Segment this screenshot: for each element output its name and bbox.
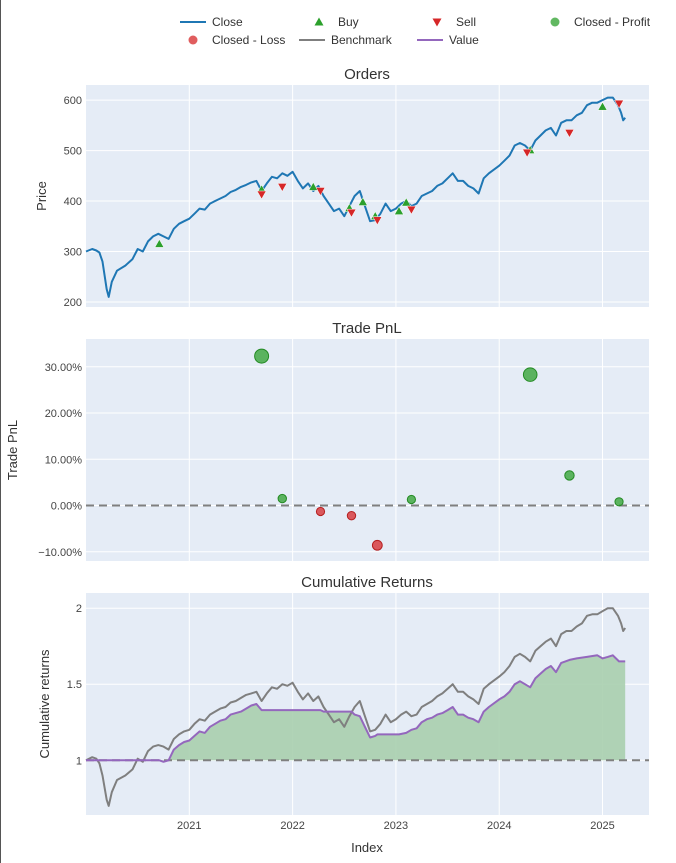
value-profit-area xyxy=(86,655,626,762)
y-tick-label: 1 xyxy=(76,755,82,767)
trade-pnl-y-axis-label: Trade PnL xyxy=(5,420,20,480)
y-tick-label: 200 xyxy=(64,297,82,309)
cumulative-returns-title: Cumulative Returns xyxy=(301,574,433,591)
trade-pnl-title: Trade PnL xyxy=(332,320,402,337)
profit-trade-marker xyxy=(564,470,575,481)
value-series-line xyxy=(86,654,626,763)
trade-pnl-grid: −10.00% 0.00% 10.00% 20.00% 30.00% xyxy=(38,339,649,561)
buy-marker xyxy=(308,181,319,191)
close-series-line xyxy=(85,96,626,298)
legend-label: Closed - Loss xyxy=(212,33,285,47)
sell-marker xyxy=(256,190,267,200)
x-axis-ticks: 2021 2022 2023 2024 2025 xyxy=(177,820,615,832)
y-tick-label: 30.00% xyxy=(45,362,83,374)
legend[interactable]: Close Buy Sell Closed - Profit Closed - Loss… xyxy=(180,15,651,47)
legend-label: Buy xyxy=(338,15,359,29)
legend-label: Value xyxy=(449,33,479,47)
profit-trade-marker xyxy=(277,493,287,504)
y-tick-label: 20.00% xyxy=(45,408,83,420)
legend-label: Sell xyxy=(456,15,476,29)
y-tick-label: 1.5 xyxy=(67,679,82,691)
y-tick-label: 500 xyxy=(64,146,82,158)
trade-pnl-marks xyxy=(86,348,649,551)
profit-trade-marker xyxy=(614,497,624,507)
orders-y-axis-label: Price xyxy=(34,181,49,211)
x-tick-label: 2022 xyxy=(280,820,304,832)
sell-marker xyxy=(614,99,624,109)
cumulative-returns-y-axis-label: Cumulative returns xyxy=(37,649,52,759)
profit-trade-marker xyxy=(254,348,270,364)
x-tick-label: 2025 xyxy=(590,820,614,832)
trade-pnl-plot-background xyxy=(86,339,649,561)
legend-profit-swatch xyxy=(550,17,560,27)
cumulative-returns-marks xyxy=(85,607,649,807)
sell-marker xyxy=(346,208,357,218)
loss-trade-marker xyxy=(315,506,326,517)
benchmark-series-line xyxy=(85,607,627,807)
loss-trade-marker xyxy=(346,510,357,521)
sell-marker xyxy=(406,205,417,215)
sell-marker xyxy=(564,129,575,138)
legend-label: Closed - Profit xyxy=(574,15,651,29)
y-tick-label: 2 xyxy=(76,603,82,615)
legend-sell-swatch xyxy=(432,18,442,27)
buy-marker xyxy=(401,197,412,207)
legend-loss-swatch xyxy=(188,35,198,45)
y-tick-label: 300 xyxy=(64,247,82,259)
buy-marker xyxy=(154,238,165,248)
sell-marker xyxy=(522,148,533,158)
y-tick-label: 600 xyxy=(64,95,82,107)
window-border xyxy=(0,0,1,863)
y-tick-label: −10.00% xyxy=(38,547,82,559)
legend-buy-swatch xyxy=(314,17,324,26)
sell-marker xyxy=(277,183,288,192)
orders-grid: 200 300 400 500 600 xyxy=(64,85,649,309)
y-tick-label: 10.00% xyxy=(45,454,83,466)
buy-marker xyxy=(357,197,368,206)
orders-marks xyxy=(85,96,626,298)
legend-label: Benchmark xyxy=(331,33,393,47)
buy-marker xyxy=(597,101,608,111)
orders-plot-background xyxy=(86,85,649,307)
y-tick-label: 400 xyxy=(64,196,82,208)
x-tick-label: 2023 xyxy=(384,820,408,832)
x-axis-label: Index xyxy=(351,840,383,855)
x-tick-label: 2021 xyxy=(177,820,201,832)
y-tick-label: 0.00% xyxy=(51,501,82,513)
profit-trade-marker xyxy=(522,367,538,382)
buy-marker xyxy=(394,206,404,215)
orders-title: Orders xyxy=(344,66,390,83)
sell-marker xyxy=(372,216,383,226)
legend-label: Close xyxy=(212,15,243,29)
loss-trade-marker xyxy=(371,539,383,551)
profit-trade-marker xyxy=(406,494,417,505)
sell-marker xyxy=(315,187,326,196)
x-tick-label: 2024 xyxy=(487,820,511,832)
